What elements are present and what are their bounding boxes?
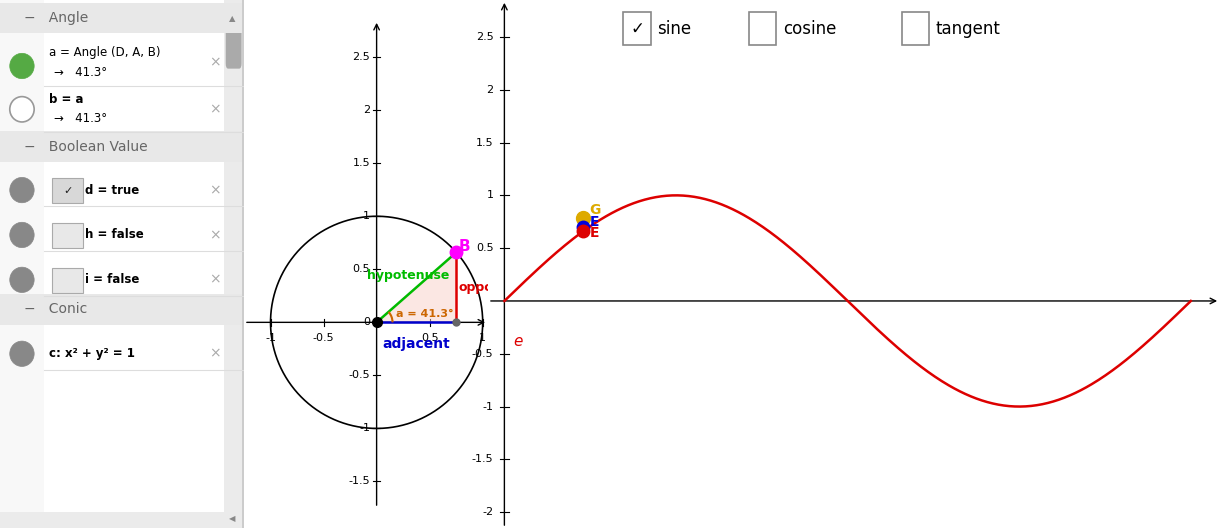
- Text: c: x² + y² = 1: c: x² + y² = 1: [49, 347, 134, 360]
- Text: i = false: i = false: [85, 274, 140, 286]
- Text: 1: 1: [487, 191, 493, 200]
- Text: →   41.3°: → 41.3°: [54, 112, 107, 125]
- Text: tangent: tangent: [936, 20, 1000, 37]
- FancyBboxPatch shape: [623, 12, 650, 45]
- Text: 1.5: 1.5: [476, 138, 493, 147]
- FancyBboxPatch shape: [52, 268, 83, 293]
- Bar: [224, 0, 244, 512]
- Text: −   Angle: − Angle: [24, 11, 89, 25]
- Text: ×: ×: [209, 228, 221, 242]
- Ellipse shape: [10, 177, 34, 203]
- Text: opposite: opposite: [459, 281, 518, 294]
- Text: 1: 1: [364, 211, 370, 221]
- Ellipse shape: [10, 267, 34, 293]
- Text: adjacent: adjacent: [383, 337, 450, 351]
- Text: 1: 1: [479, 333, 487, 343]
- Text: ×: ×: [209, 273, 221, 287]
- Text: 2.5: 2.5: [353, 52, 370, 62]
- FancyBboxPatch shape: [52, 223, 83, 248]
- Text: a = Angle (D, A, B): a = Angle (D, A, B): [49, 46, 160, 59]
- Text: ✓: ✓: [631, 20, 644, 37]
- Ellipse shape: [10, 97, 34, 122]
- FancyBboxPatch shape: [226, 11, 242, 69]
- Text: G: G: [589, 203, 601, 217]
- Text: 0: 0: [364, 317, 370, 327]
- Text: −   Conic: − Conic: [24, 303, 88, 316]
- Text: -2: -2: [482, 507, 493, 517]
- Text: −   Boolean Value: − Boolean Value: [24, 140, 148, 154]
- Text: 0.5: 0.5: [353, 265, 370, 275]
- Text: 2: 2: [487, 85, 493, 95]
- Bar: [0, 512, 244, 528]
- Text: cosine: cosine: [783, 20, 837, 37]
- Text: →   41.3°: → 41.3°: [54, 67, 107, 79]
- Text: ×: ×: [209, 102, 221, 116]
- Bar: [0, 0, 44, 528]
- Text: -1: -1: [265, 333, 276, 343]
- Text: h = false: h = false: [85, 229, 144, 241]
- Text: -1.5: -1.5: [472, 455, 493, 464]
- Text: 1.5: 1.5: [353, 158, 370, 168]
- Text: ×: ×: [209, 56, 221, 70]
- Ellipse shape: [10, 341, 34, 366]
- Text: ×: ×: [209, 347, 221, 361]
- Text: E: E: [589, 215, 599, 229]
- FancyBboxPatch shape: [902, 12, 930, 45]
- Text: -0.5: -0.5: [349, 370, 370, 380]
- Text: -1: -1: [482, 402, 493, 411]
- Text: E: E: [589, 227, 599, 240]
- Bar: [0, 131, 244, 162]
- Text: 2: 2: [364, 105, 370, 115]
- Text: sine: sine: [658, 20, 692, 37]
- Text: ×: ×: [209, 183, 221, 197]
- Text: e: e: [514, 334, 522, 348]
- Text: a = 41.3°: a = 41.3°: [395, 309, 454, 318]
- Text: 2.5: 2.5: [476, 32, 493, 42]
- Text: -1.5: -1.5: [349, 476, 370, 486]
- Text: 0.5: 0.5: [476, 243, 493, 253]
- Text: B: B: [459, 239, 471, 254]
- Text: b = a: b = a: [49, 93, 83, 106]
- Text: -0.5: -0.5: [472, 349, 493, 359]
- Ellipse shape: [10, 222, 34, 248]
- Bar: [0, 294, 244, 325]
- Text: hypotenuse: hypotenuse: [367, 269, 449, 282]
- Text: ◀: ◀: [228, 514, 235, 523]
- Ellipse shape: [10, 53, 34, 79]
- Text: -0.5: -0.5: [312, 333, 334, 343]
- Text: ✓: ✓: [63, 186, 72, 195]
- Polygon shape: [377, 252, 456, 323]
- FancyBboxPatch shape: [749, 12, 776, 45]
- Bar: [242, 0, 246, 528]
- Text: -1: -1: [359, 423, 370, 433]
- Text: 0.5: 0.5: [421, 333, 438, 343]
- FancyBboxPatch shape: [52, 178, 83, 203]
- Text: ▲: ▲: [228, 14, 235, 23]
- Text: d = true: d = true: [85, 184, 139, 196]
- Bar: [0, 3, 244, 33]
